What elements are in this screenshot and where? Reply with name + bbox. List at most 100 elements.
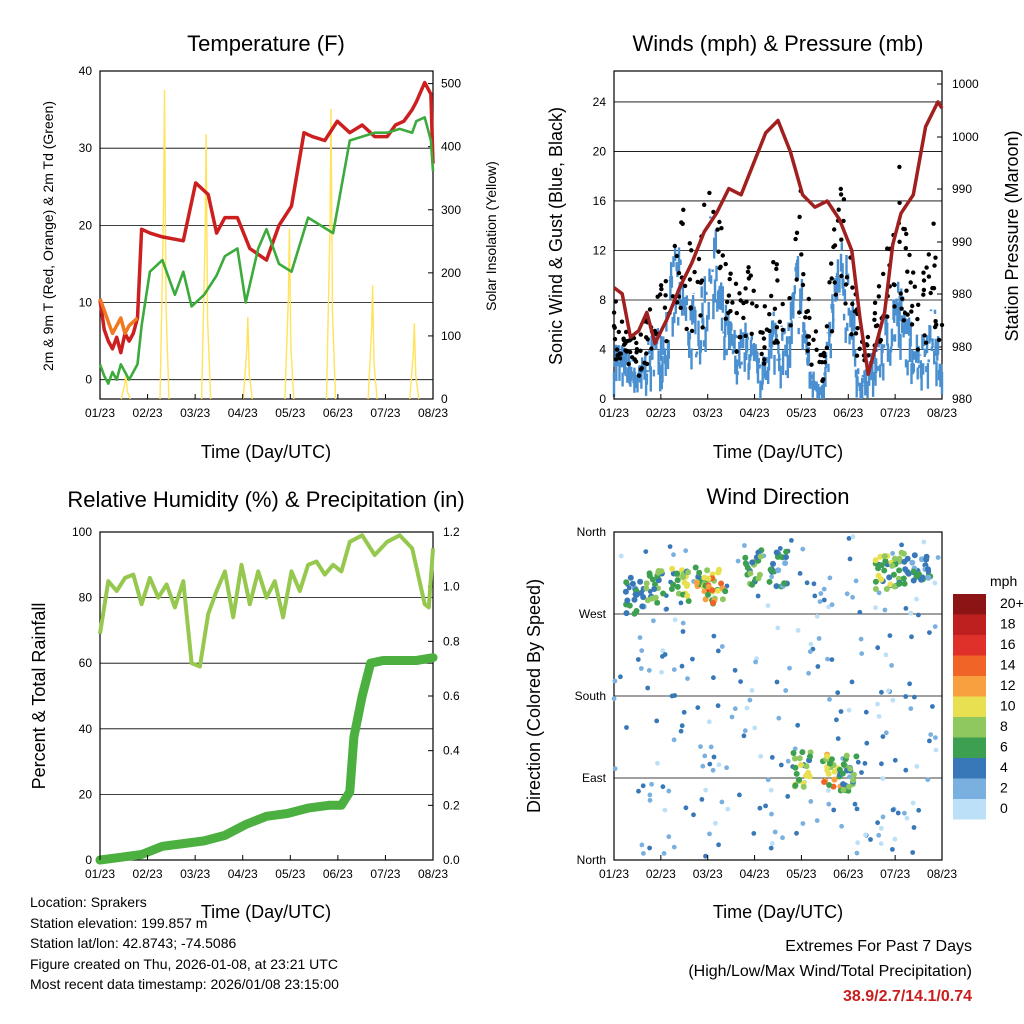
gust-point [689, 328, 695, 334]
gust-point [926, 252, 931, 257]
direction-point [706, 719, 712, 725]
direction-point [669, 565, 676, 572]
gust-point [881, 271, 886, 277]
direction-point [711, 675, 716, 681]
direction-point [785, 794, 791, 799]
direction-point [719, 644, 725, 649]
direction-point [643, 549, 649, 554]
direction-point [791, 755, 798, 762]
gust-point [614, 347, 620, 352]
gust-point [850, 285, 855, 290]
gust-point [734, 310, 739, 316]
gust-point [692, 269, 697, 275]
gust-point [723, 261, 728, 267]
direction-point [811, 581, 817, 587]
humidity-ytick-label: 80 [79, 591, 93, 605]
direction-point [753, 659, 758, 665]
direction-point [626, 585, 632, 591]
direction-point [908, 706, 914, 711]
gust-point [715, 227, 720, 232]
direction-point [901, 558, 908, 565]
gust-point [817, 359, 822, 365]
direction-point [749, 581, 756, 588]
gust-point [901, 226, 906, 232]
extremes-subtitle: (High/Low/Max Wind/Total Precipitation) [688, 963, 972, 980]
recent-timestamp: Most recent data timestamp: 2026/01/08 2… [30, 976, 339, 992]
gust-point [909, 309, 914, 314]
direction-point [651, 618, 656, 624]
gust-point [811, 337, 816, 342]
direction-point [898, 549, 905, 556]
direction-point [670, 581, 677, 588]
gust-point [809, 362, 814, 367]
direction-point [698, 744, 703, 749]
gust-point [901, 318, 906, 323]
direction-point [854, 850, 860, 856]
direction-point [916, 807, 922, 813]
direction-point [859, 770, 864, 775]
humidity-ytick-label: 60 [79, 656, 93, 670]
temperature-xtick-label: 03/23 [180, 406, 210, 420]
direction-point [705, 591, 711, 598]
gust-point [916, 302, 921, 307]
temp-2m-line [98, 80, 435, 355]
winds-ytick-label: 20 [593, 144, 607, 158]
direction-point [903, 694, 909, 699]
direction-point [799, 749, 806, 756]
precip-ytick-label: 0.4 [443, 744, 460, 758]
gust-point [759, 351, 764, 357]
gust-point [904, 288, 909, 293]
direction-point [624, 597, 631, 604]
gust-point [805, 348, 810, 353]
gust-point [780, 327, 785, 333]
direction-point [787, 665, 792, 671]
gust-point [658, 292, 663, 297]
direction-point [827, 760, 833, 767]
winds-xtick-label: 08/23 [927, 406, 957, 420]
gust-point [634, 347, 640, 352]
direction-point [640, 783, 646, 789]
direction-ytick-label: North [577, 853, 606, 867]
direction-point [800, 546, 806, 552]
direction-point [666, 834, 672, 840]
direction-point [815, 664, 821, 669]
direction-point [683, 805, 689, 811]
gust-point [727, 276, 732, 282]
direction-point [703, 787, 709, 793]
direction-point [612, 678, 618, 684]
direction-point [840, 781, 847, 788]
gust-point [909, 322, 915, 327]
gust-point [689, 248, 694, 253]
direction-point [624, 725, 629, 730]
direction-point [935, 555, 941, 560]
direction-point [910, 577, 917, 584]
gust-point [761, 336, 767, 341]
gust-point [771, 260, 776, 265]
direction-point [890, 807, 896, 813]
gust-point [933, 319, 938, 324]
direction-point [923, 556, 930, 563]
direction-point [680, 629, 686, 634]
humidity-ylabel: Percent & Total Rainfall [29, 603, 49, 790]
precip-ytick-label: 1.2 [443, 525, 460, 539]
direction-point [849, 679, 855, 685]
gust-point [688, 306, 693, 311]
direction-point [672, 617, 678, 623]
direction-point [876, 714, 882, 719]
gust-point [807, 315, 812, 321]
gust-point [700, 325, 705, 330]
direction-point [751, 831, 757, 836]
winds-xtick-label: 06/23 [833, 406, 863, 420]
direction-point [749, 688, 755, 693]
direction-point [680, 574, 686, 581]
direction-point [738, 679, 743, 684]
gust-point [820, 378, 825, 384]
direction-point [834, 717, 839, 723]
gust-point [616, 329, 621, 335]
gust-point [832, 227, 837, 232]
speed-legend-label: 0 [1000, 800, 1008, 816]
direction-point [818, 591, 824, 596]
direction-point [887, 633, 893, 638]
direction-point [716, 842, 721, 848]
speed-legend-swatch [953, 655, 986, 676]
